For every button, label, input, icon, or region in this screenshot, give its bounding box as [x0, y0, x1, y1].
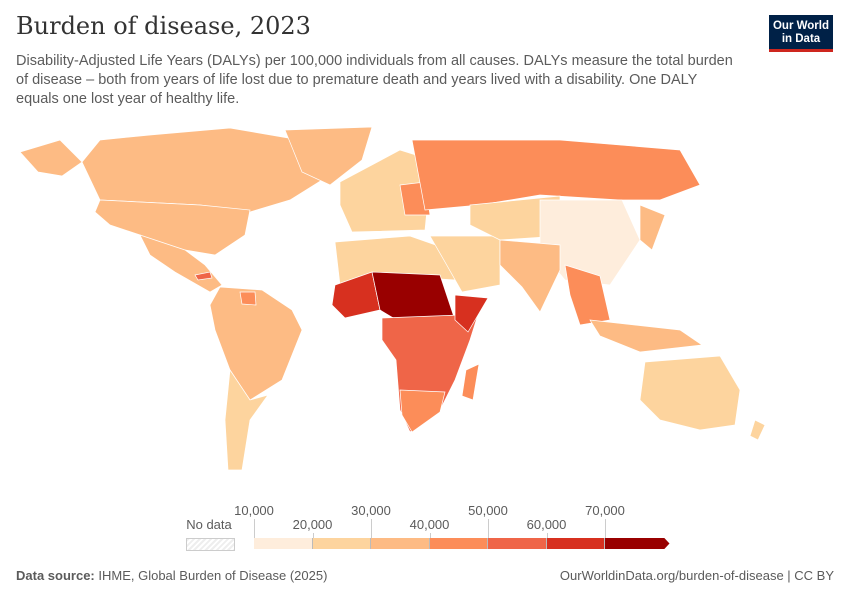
region-horn-of-africa[interactable]	[454, 294, 489, 333]
legend-tick-label: 20,000	[292, 517, 333, 532]
legend-tick-label: 60,000	[526, 517, 567, 532]
region-caribbean[interactable]	[194, 271, 213, 281]
legend-tick-line	[488, 519, 489, 538]
footer-source: Data source: IHME, Global Burden of Dise…	[16, 568, 327, 583]
legend-tick-line	[605, 519, 606, 538]
legend-bin[interactable]	[429, 538, 488, 549]
legend-bin[interactable]	[312, 538, 371, 549]
region-guyana[interactable]	[239, 291, 257, 306]
legend-tick-line	[429, 533, 431, 538]
source-text: IHME, Global Burden of Disease (2025)	[98, 568, 328, 583]
color-legend: No data 10,000 20,000 30,000 40,000 50,000 60…	[0, 500, 850, 560]
legend-tick-line	[312, 533, 314, 538]
legend-bin[interactable]	[371, 538, 430, 549]
region-indonesia[interactable]	[589, 319, 703, 353]
region-south-america-south[interactable]	[224, 368, 269, 471]
region-middle-east[interactable]	[429, 235, 501, 293]
legend-tick-label: 40,000	[409, 517, 450, 532]
subtitle: Disability-Adjusted Life Years (DALYs) p…	[16, 53, 733, 107]
legend-tick-line	[371, 519, 372, 538]
region-new-zealand[interactable]	[749, 419, 766, 441]
region-south-america-north[interactable]	[209, 286, 303, 401]
legend-bin[interactable]	[546, 538, 605, 549]
page-title: Burden of disease, 2023	[16, 12, 311, 40]
legend-tick-line	[546, 533, 548, 538]
logo-line1: Our World	[772, 20, 829, 32]
region-madagascar[interactable]	[461, 363, 480, 401]
legend-bin[interactable]	[605, 538, 670, 549]
no-data-label: No data	[186, 517, 232, 532]
legend-tick-label: 10,000	[234, 503, 274, 518]
region-australia[interactable]	[639, 355, 741, 431]
region-russia[interactable]	[411, 139, 701, 211]
region-central-asia[interactable]	[469, 195, 561, 241]
legend-bin[interactable]	[488, 538, 547, 549]
legend-tick-label: 70,000	[585, 503, 625, 518]
region-japan[interactable]	[639, 204, 666, 251]
region-south-asia[interactable]	[499, 239, 561, 313]
logo-line2: in Data	[781, 33, 821, 45]
no-data-swatch[interactable]	[186, 538, 235, 551]
footer-url[interactable]: OurWorldinData.org/burden-of-disease | C…	[559, 568, 834, 583]
legend-tick-label: 30,000	[351, 503, 391, 518]
legend-tick-label: 50,000	[468, 503, 508, 518]
region-sahel-west[interactable]	[331, 271, 381, 319]
legend-tick-line	[254, 519, 255, 538]
region-greenland[interactable]	[284, 126, 373, 186]
source-label: Data source:	[16, 568, 95, 583]
region-alaska[interactable]	[19, 139, 83, 177]
owid-logo[interactable]: Our World in Data	[769, 15, 833, 52]
region-southern-africa[interactable]	[399, 389, 446, 433]
world-map[interactable]	[0, 120, 850, 500]
legend-bin[interactable]	[254, 538, 313, 549]
